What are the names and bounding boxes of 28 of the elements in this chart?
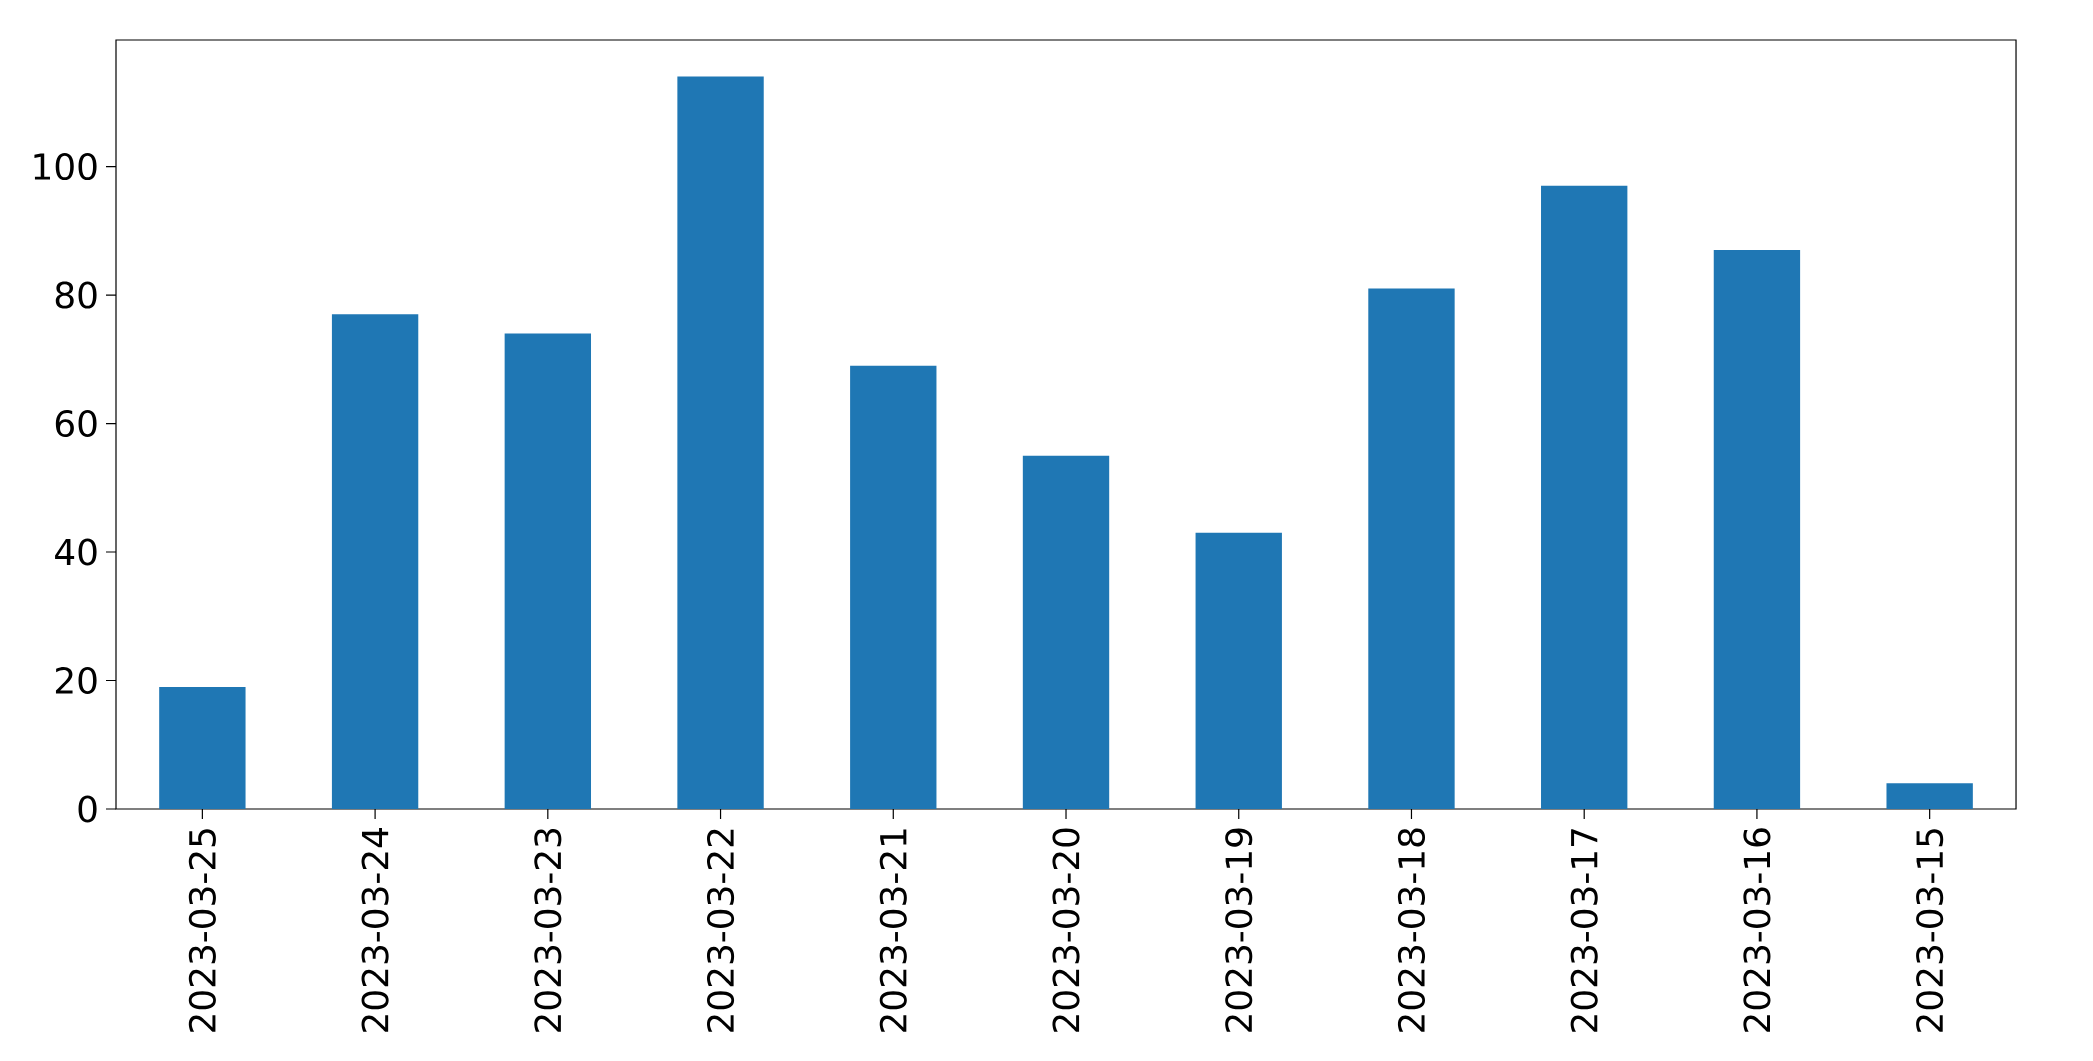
bar (677, 76, 764, 809)
bar (504, 333, 592, 809)
bar (850, 365, 937, 809)
bar (1886, 783, 1973, 809)
y-tick-label: 40 (55, 538, 97, 566)
bar (1713, 250, 1801, 809)
y-tick-label: 0 (78, 795, 97, 823)
bar (1541, 185, 1628, 809)
x-tick-label: 2023-03-20 (1052, 828, 1080, 1032)
x-tick-label: 2023-03-18 (1397, 828, 1426, 1032)
bar (1195, 532, 1282, 809)
bar (331, 314, 419, 809)
y-tick-label: 20 (55, 666, 97, 695)
x-tick-label: 2023-03-17 (1570, 829, 1598, 1032)
x-tick-label: 2023-03-24 (361, 828, 389, 1032)
x-tick-label: 2023-03-16 (1743, 828, 1771, 1032)
x-tick-label: 2023-03-15 (1916, 829, 1944, 1032)
bar (1022, 455, 1110, 809)
y-tick-label: 100 (34, 152, 97, 181)
bar (1368, 288, 1455, 809)
x-tick-label: 2023-03-19 (1225, 828, 1253, 1032)
x-tick-label: 2023-03-21 (879, 829, 907, 1032)
y-tick-label: 60 (55, 409, 97, 438)
x-tick-label: 2023-03-22 (706, 829, 735, 1032)
y-tick-label: 80 (55, 281, 97, 309)
x-tick-label: 2023-03-25 (188, 829, 216, 1032)
bar (159, 686, 246, 809)
x-tick-label: 2023-03-23 (534, 828, 562, 1032)
